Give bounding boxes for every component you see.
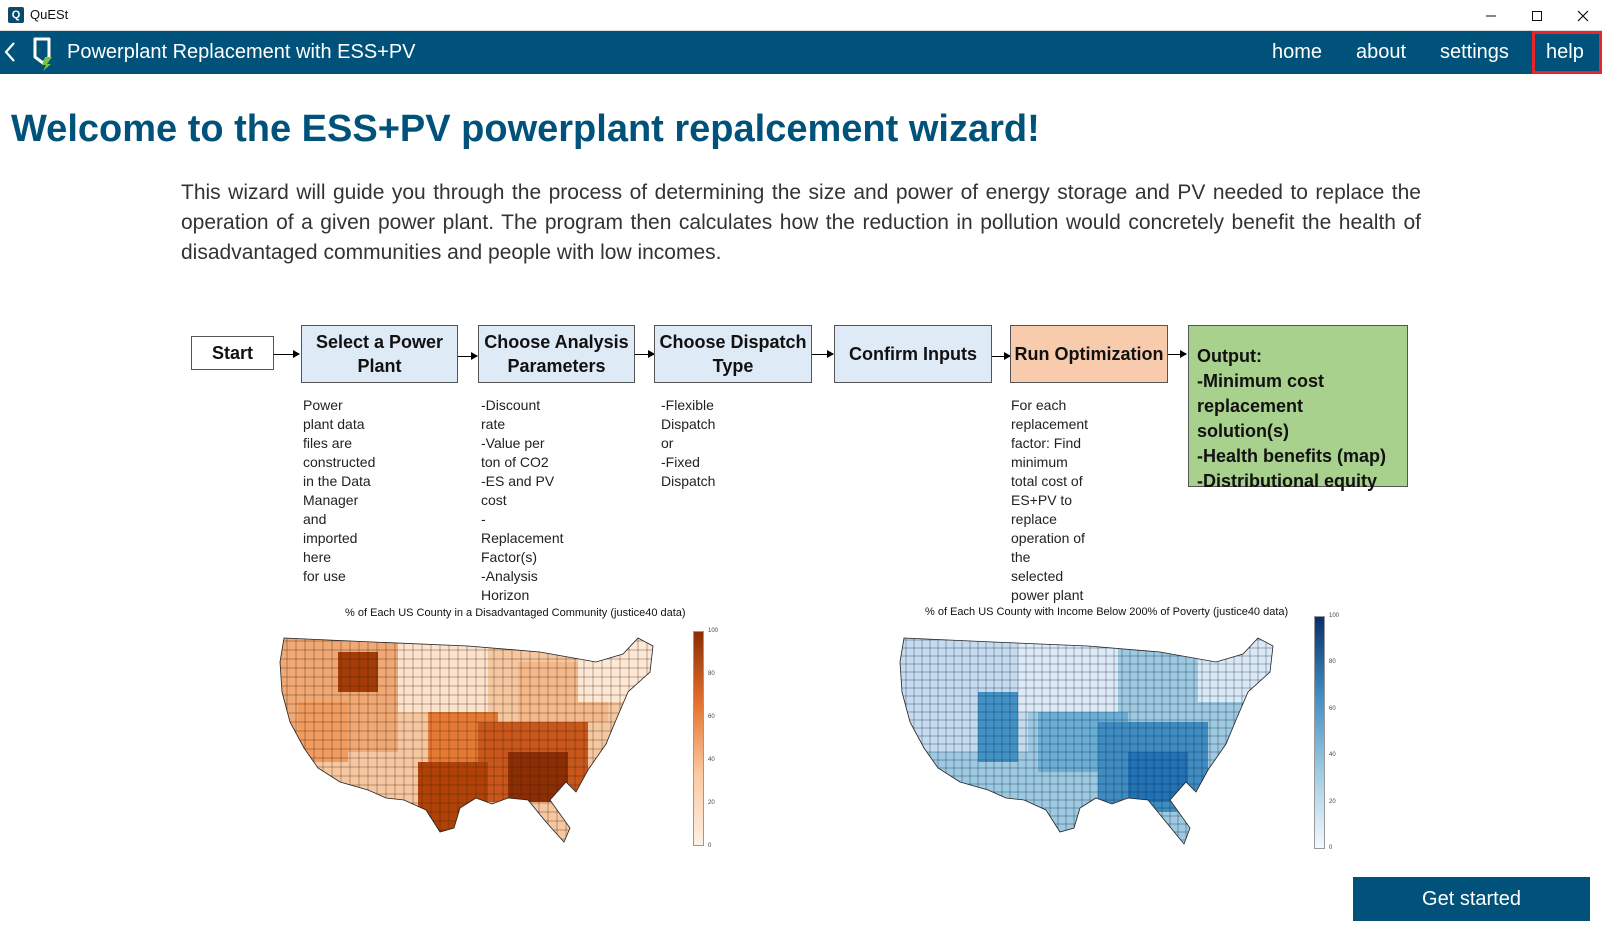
page-title: Welcome to the ESS+PV powerplant repalce…	[11, 108, 1040, 150]
maximize-icon	[1532, 10, 1542, 21]
app-title: Powerplant Replacement with ESS+PV	[67, 41, 416, 63]
left-map-title: % of Each US County in a Disadvantaged C…	[345, 607, 686, 619]
flow-output-title: Output:	[1197, 346, 1262, 366]
flow-arrow	[1168, 350, 1187, 358]
nav-home-link[interactable]: home	[1272, 41, 1323, 63]
flow-step-run-optimization: Run Optimization	[1010, 325, 1168, 383]
colorbar-tick: 0	[708, 843, 712, 849]
colorbar-tick: 20	[708, 800, 715, 806]
flow-start-box: Start	[191, 336, 274, 370]
app-navbar: Powerplant Replacement with ESS+PV home …	[0, 31, 1602, 74]
get-started-button[interactable]: Get started	[1353, 877, 1590, 921]
back-arrow-icon[interactable]	[3, 40, 17, 64]
colorbar-tick: 60	[708, 714, 715, 720]
flow-note-analysis-parameters: -Discount rate -Value per ton of CO2 -ES…	[481, 397, 564, 603]
window-title: QuESt	[30, 7, 69, 22]
flow-step-select-plant: Select a Power Plant	[301, 325, 458, 383]
flow-step-dispatch-type: Choose Dispatch Type	[654, 325, 812, 383]
flow-arrow	[812, 350, 834, 358]
colorbar-tick: 80	[708, 671, 715, 677]
colorbar-tick: 40	[708, 757, 715, 763]
colorbar-tick: 100	[708, 628, 719, 634]
colorbar-tick: 20	[1329, 799, 1336, 805]
close-icon	[1577, 10, 1589, 21]
flow-step-analysis-parameters: Choose Analysis Parameters	[478, 325, 635, 383]
nav-help-link[interactable]: help	[1532, 31, 1602, 74]
minimize-button[interactable]	[1468, 0, 1514, 31]
colorbar-tick: 0	[1329, 845, 1333, 851]
flow-output-box: Output: -Minimum cost replacement soluti…	[1188, 325, 1408, 491]
right-map-colorbar	[1314, 616, 1325, 849]
maximize-button[interactable]	[1514, 0, 1560, 31]
quest-logo-icon	[33, 37, 52, 71]
right-map-title: % of Each US County with Income Below 20…	[925, 606, 1289, 618]
flow-note-run-optimization: For each replacement factor: Find minimu…	[1011, 397, 1089, 603]
flow-step-confirm-inputs: Confirm Inputs	[834, 325, 992, 383]
colorbar-tick: 60	[1329, 706, 1336, 712]
disadvantaged-community-map	[279, 637, 654, 843]
window-titlebar: Q QuESt	[0, 0, 1602, 31]
flow-note-select-plant: Power plant data files are constructed i…	[303, 397, 376, 584]
income-poverty-map	[899, 637, 1274, 845]
flow-note-dispatch-type: -Flexible Dispatch or -Fixed Dispatch	[661, 397, 716, 489]
colorbar-tick: 100	[1329, 613, 1340, 619]
left-map-colorbar	[693, 631, 704, 846]
app-icon: Q	[8, 7, 24, 23]
nav-about-link[interactable]: about	[1356, 41, 1407, 63]
minimize-icon	[1486, 15, 1496, 16]
flow-output-item: -Health benefits (map)	[1197, 446, 1387, 466]
flow-arrow	[635, 350, 655, 358]
flow-arrow	[992, 352, 1011, 360]
colorbar-tick: 80	[1329, 659, 1336, 665]
flow-output-item: -Distributional equity	[1197, 471, 1377, 491]
nav-settings-link[interactable]: settings	[1440, 41, 1509, 63]
flow-output-item: -Minimum cost replacement solution(s)	[1197, 371, 1325, 441]
colorbar-tick: 40	[1329, 752, 1336, 758]
close-button[interactable]	[1560, 0, 1602, 31]
intro-paragraph: This wizard will guide you through the p…	[181, 181, 1421, 264]
flow-arrow	[458, 352, 478, 360]
flow-arrow	[274, 350, 300, 358]
